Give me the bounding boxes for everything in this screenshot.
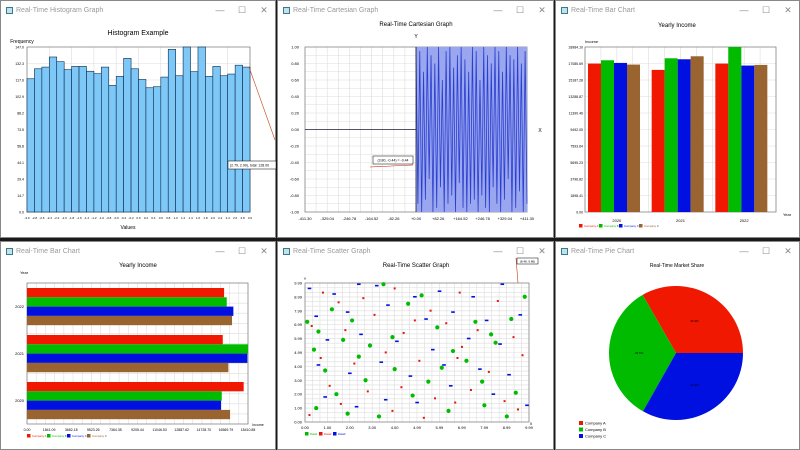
title-bar[interactable]: Real-Time Bar Chart — ☐ ✕ xyxy=(1,242,275,260)
title-bar[interactable]: Real-Time Pie Chart — ☐ ✕ xyxy=(556,242,799,260)
minimize-button[interactable]: — xyxy=(215,5,225,15)
close-button[interactable]: ✕ xyxy=(538,245,546,256)
app-icon xyxy=(6,247,13,255)
app-icon xyxy=(561,247,568,255)
close-button[interactable]: ✕ xyxy=(260,4,268,15)
maximize-button[interactable]: ☐ xyxy=(515,245,525,256)
minimize-button[interactable]: — xyxy=(739,246,749,256)
title-bar[interactable]: Real-Time Cartesian Graph — ☐ ✕ xyxy=(278,1,553,19)
pie-chart-window: Real-Time Pie Chart — ☐ ✕ xyxy=(555,241,800,450)
window-title: Real-Time Cartesian Graph xyxy=(293,6,379,14)
close-button[interactable]: ✕ xyxy=(538,4,546,15)
minimize-button[interactable]: — xyxy=(739,5,749,15)
maximize-button[interactable]: ☐ xyxy=(761,4,771,15)
histogram-window: Real-Time Histogram Graph — ☐ ✕ xyxy=(0,0,276,238)
app-icon xyxy=(561,6,568,14)
close-button[interactable]: ✕ xyxy=(784,4,792,15)
maximize-button[interactable]: ☐ xyxy=(237,4,247,15)
maximize-button[interactable]: ☐ xyxy=(761,245,771,256)
app-icon xyxy=(283,6,290,14)
cartesian-window: Real-Time Cartesian Graph — ☐ ✕ xyxy=(277,0,554,238)
app-icon xyxy=(283,247,290,255)
minimize-button[interactable]: — xyxy=(493,5,503,15)
window-title: Real-Time Scatter Graph xyxy=(293,247,371,255)
window-title: Real-Time Bar Chart xyxy=(16,247,80,255)
title-bar[interactable]: Real-Time Histogram Graph — ☐ ✕ xyxy=(1,1,275,19)
bar-chart-window: Real-Time Bar Chart — ☐ ✕ xyxy=(555,0,800,238)
close-button[interactable]: ✕ xyxy=(784,245,792,256)
maximize-button[interactable]: ☐ xyxy=(515,4,525,15)
title-bar[interactable]: Real-Time Bar Chart — ☐ ✕ xyxy=(556,1,799,19)
minimize-button[interactable]: — xyxy=(493,246,503,256)
maximize-button[interactable]: ☐ xyxy=(237,245,247,256)
app-icon xyxy=(6,6,13,14)
scatter-window: Real-Time Scatter Graph — ☐ ✕ xyxy=(277,241,554,450)
minimize-button[interactable]: — xyxy=(215,246,225,256)
horizontal-bar-chart-window: Real-Time Bar Chart — ☐ ✕ xyxy=(0,241,276,450)
title-bar[interactable]: Real-Time Scatter Graph — ☐ ✕ xyxy=(278,242,553,260)
window-title: Real-Time Bar Chart xyxy=(571,6,635,14)
close-button[interactable]: ✕ xyxy=(260,245,268,256)
window-title: Real-Time Pie Chart xyxy=(571,247,635,255)
window-title: Real-Time Histogram Graph xyxy=(16,6,104,14)
